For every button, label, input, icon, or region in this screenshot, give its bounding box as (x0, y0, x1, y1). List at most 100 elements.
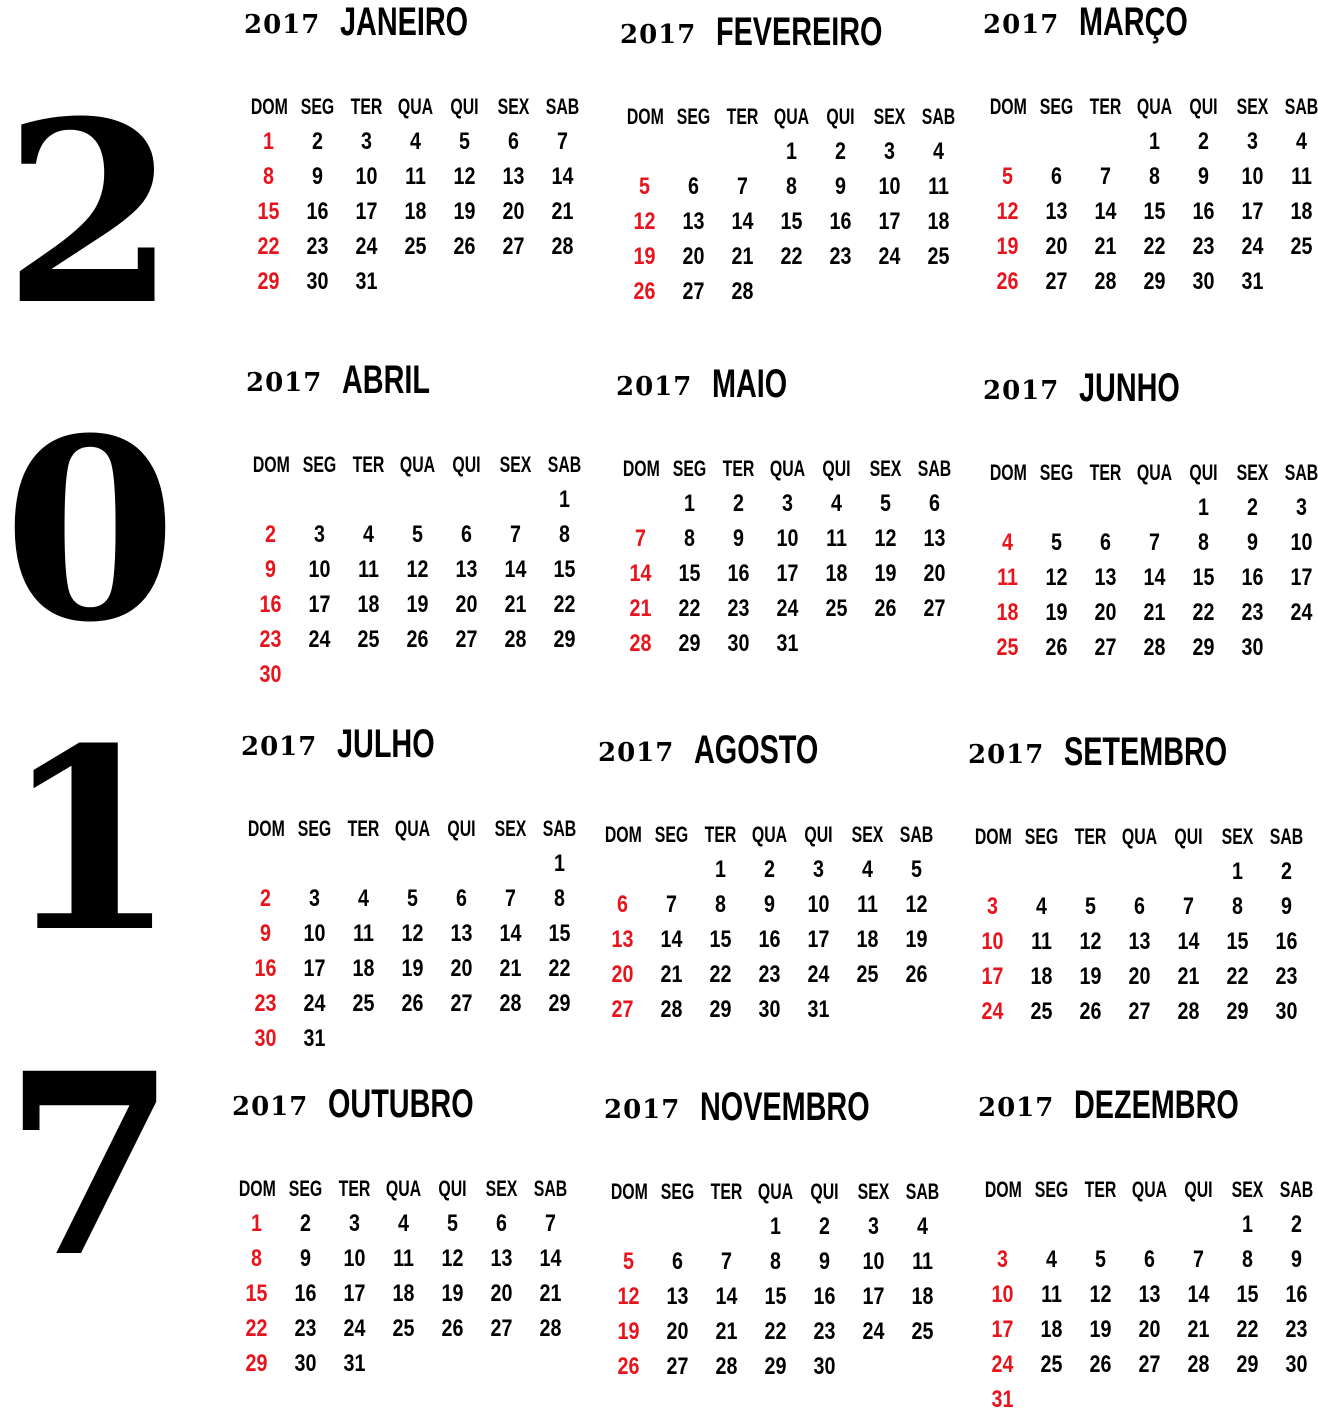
day-cell: 26 (905, 961, 928, 988)
day-cell: 5 (880, 490, 891, 517)
sunday-day-cell: 4 (1002, 529, 1013, 556)
weekday-header: SEX (499, 452, 532, 477)
calendar-grid: DOM SEG TER QUA QUI SEX SAB 1 2 3 4 5 6 7 8 9 10 11 12 13 14… (241, 812, 584, 1056)
day-cell: 1 (715, 856, 726, 883)
day-cell: 12 (1089, 1281, 1112, 1308)
weekday-header: SAB (899, 822, 934, 847)
day-cell: 7 (545, 1210, 556, 1237)
day-cell: 5 (407, 885, 418, 912)
big-year-digit-7: 7 (3, 1018, 177, 1312)
day-cell: 23 (727, 595, 750, 622)
day-cell: 17 (1290, 564, 1313, 591)
weekday-header: QUI (452, 452, 481, 477)
day-cell: 1 (1242, 1211, 1253, 1238)
day-cell: 10 (776, 525, 799, 552)
day-cell: 18 (352, 955, 375, 982)
day-cell: 11 (405, 163, 426, 190)
weekday-header: SAB (547, 452, 582, 477)
month-10: 2017 NOVEMBRO DOM SEG TER QUA QUI SEX SAB 1 2 3 4 5 6 7… (604, 1085, 947, 1384)
day-cell: 2 (764, 856, 775, 883)
weekday-header: QUI (826, 104, 855, 129)
day-cell: 14 (1094, 198, 1117, 225)
day-cell: 15 (1192, 564, 1215, 591)
day-cell: 9 (1281, 893, 1292, 920)
month-title: 2017 AGOSTO (598, 728, 941, 800)
day-cell: 5 (1085, 893, 1096, 920)
day-cell: 8 (1232, 893, 1243, 920)
day-cell: 8 (770, 1248, 781, 1275)
empty-cell (245, 846, 285, 881)
weekday-header: TER (338, 1176, 371, 1201)
empty-cell (1134, 490, 1174, 525)
day-cell: 9 (1198, 163, 1209, 190)
day-cell: 1 (770, 1213, 781, 1240)
day-cell: 11 (912, 1248, 933, 1275)
day-cell: 4 (410, 128, 421, 155)
day-cell: 30 (813, 1353, 836, 1380)
day-cell: 24 (862, 1318, 885, 1345)
month-title: 2017 ABRIL (246, 358, 589, 430)
day-cell: 6 (929, 490, 940, 517)
day-cell: 17 (343, 1280, 366, 1307)
weekday-header: TER (352, 452, 385, 477)
day-cell: 5 (459, 128, 470, 155)
day-cell: 25 (357, 626, 380, 653)
day-cell: 25 (911, 1318, 934, 1345)
sunday-day-cell: 3 (987, 893, 998, 920)
day-cell: 28 (499, 990, 522, 1017)
day-cell: 4 (831, 490, 842, 517)
empty-cell (397, 482, 437, 517)
sunday-day-cell: 1 (263, 128, 274, 155)
day-cell: 25 (404, 233, 427, 260)
month-name: MARÇO (1079, 0, 1188, 44)
empty-cell (1085, 124, 1125, 159)
day-cell: 15 (1236, 1281, 1259, 1308)
day-cell: 20 (450, 955, 473, 982)
day-cell: 7 (1193, 1246, 1204, 1273)
day-cell: 31 (1241, 268, 1264, 295)
weekday-header: TER (726, 104, 759, 129)
day-cell: 26 (874, 595, 897, 622)
day-cell: 3 (782, 490, 793, 517)
day-cell: 19 (1079, 963, 1102, 990)
month-1: 2017 FEVEREIRO DOM SEG TER QUA QUI SEX SAB 1 2 3 4 5 6… (620, 10, 963, 309)
day-cell: 25 (856, 961, 879, 988)
month-6: 2017 JULHO DOM SEG TER QUA QUI SEX SAB 1 2 3 4 5 6 7 8 9 1… (241, 722, 584, 1056)
day-cell: 27 (682, 278, 705, 305)
day-cell: 21 (1177, 963, 1200, 990)
sunday-day-cell: 2 (260, 885, 271, 912)
day-cell: 20 (1138, 1316, 1161, 1343)
day-cell: 19 (905, 926, 928, 953)
weekday-header: SAB (905, 1179, 940, 1204)
day-cell: 21 (1143, 599, 1166, 626)
day-cell: 29 (764, 1353, 787, 1380)
day-cell: 3 (361, 128, 372, 155)
day-cell: 14 (715, 1283, 738, 1310)
day-cell: 26 (1079, 998, 1102, 1025)
day-cell: 21 (731, 243, 754, 270)
day-cell: 22 (1192, 599, 1215, 626)
sunday-day-cell: 15 (245, 1280, 268, 1307)
day-cell: 16 (829, 208, 852, 235)
day-cell: 30 (1285, 1351, 1308, 1378)
weekday-header: TER (1089, 460, 1122, 485)
day-cell: 18 (1030, 963, 1053, 990)
empty-cell (972, 854, 1012, 889)
day-cell: 7 (1100, 163, 1111, 190)
day-cell: 18 (825, 560, 848, 587)
weekday-header: SEG (288, 1176, 323, 1201)
day-cell: 21 (551, 198, 574, 225)
sunday-day-cell: 6 (617, 891, 628, 918)
weekday-header: DOM (984, 1177, 1022, 1202)
day-cell: 14 (1177, 928, 1200, 955)
day-cell: 1 (1149, 128, 1160, 155)
day-cell: 16 (813, 1283, 836, 1310)
day-cell: 24 (303, 990, 326, 1017)
weekday-header: TER (1084, 1177, 1117, 1202)
calendar-grid: DOM SEG TER QUA QUI SEX SAB 1 2 3 4 5 6 7 8 9 10 11 12 13 14… (978, 1173, 1318, 1417)
day-cell: 27 (1045, 268, 1068, 295)
day-cell: 27 (1138, 1351, 1161, 1378)
day-cell: 22 (780, 243, 803, 270)
day-cell: 12 (874, 525, 897, 552)
day-cell: 15 (1143, 198, 1166, 225)
